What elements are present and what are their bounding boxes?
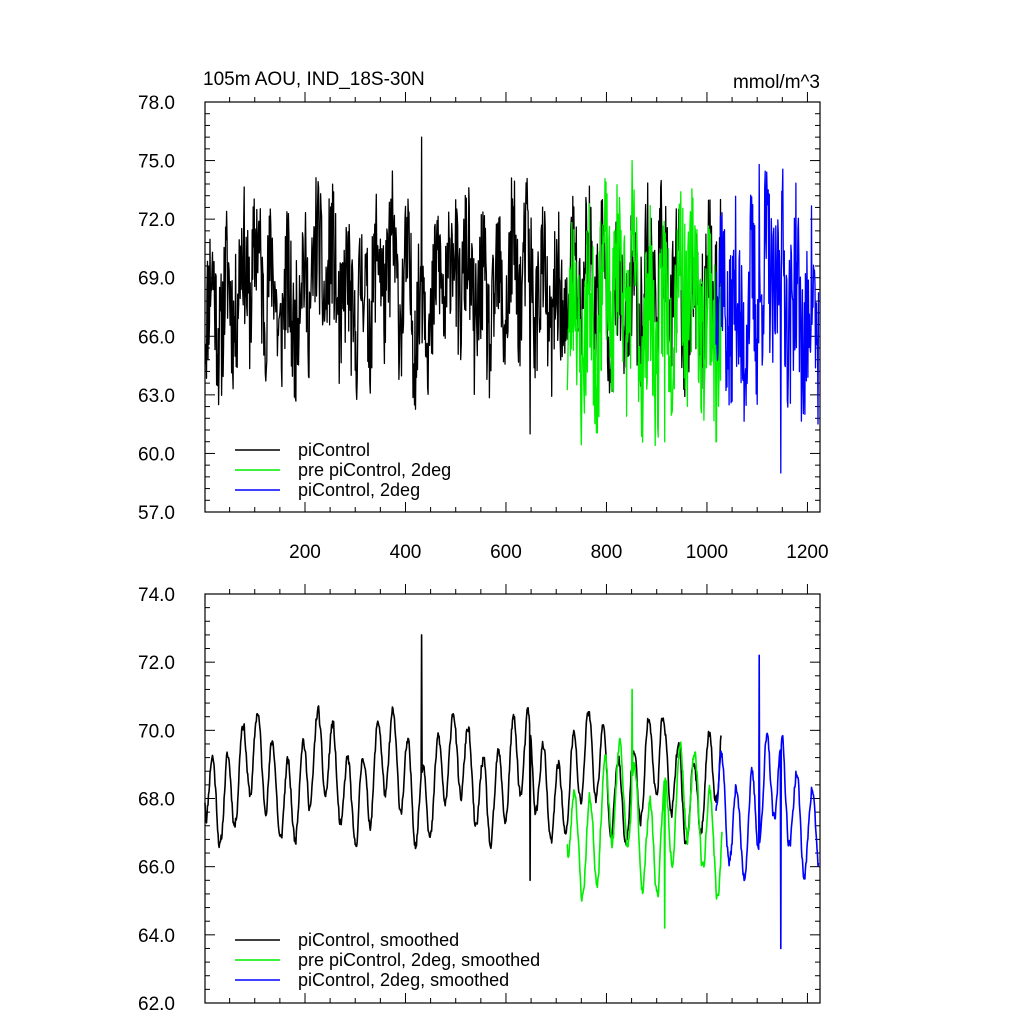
plot-frame xyxy=(204,101,821,513)
legend-label: pre piControl, 2deg xyxy=(298,460,451,480)
y-tick-label: 57.0 xyxy=(138,503,175,524)
y-tick-label: 69.0 xyxy=(138,269,175,290)
y-tick-label: 72.0 xyxy=(138,210,175,231)
y-tick-label: 70.0 xyxy=(138,721,175,742)
y-tick-label: 64.0 xyxy=(138,926,175,947)
legend-label: pre piControl, 2deg, smoothed xyxy=(298,950,540,970)
series-line-1 xyxy=(566,688,723,929)
series-line-2 xyxy=(715,163,820,474)
top-panel-units: mmol/m^3 xyxy=(733,72,820,93)
x-tick-label: 200 xyxy=(289,542,321,563)
y-tick-label: 74.0 xyxy=(138,585,175,606)
y-tick-label: 66.0 xyxy=(138,858,175,879)
bottom-panel: 62.0 64.0 66.0 68.0 70.0 72.0 74.0 piControl, s… xyxy=(138,584,821,1015)
x-tick-label: 600 xyxy=(490,542,522,563)
y-tick-label: 63.0 xyxy=(138,386,175,407)
legend-label: piControl, 2deg xyxy=(298,480,420,500)
y-tick-label: 66.0 xyxy=(138,327,175,348)
top-panel-title: 105m AOU, IND_18S-30N xyxy=(203,69,425,90)
y-tick-label: 75.0 xyxy=(138,152,175,173)
legend-label: piControl, 2deg, smoothed xyxy=(298,970,509,990)
x-tick-label: 400 xyxy=(390,542,422,563)
y-tick-label: 72.0 xyxy=(138,653,175,674)
y-tick-label: 62.0 xyxy=(138,994,175,1015)
x-tick-label: 1000 xyxy=(686,542,728,563)
y-tick-label: 78.0 xyxy=(138,93,175,114)
series-line-1 xyxy=(566,159,723,447)
series-line-0 xyxy=(204,634,722,882)
y-tick-label: 68.0 xyxy=(138,790,175,811)
legend-label: piControl, smoothed xyxy=(298,930,459,950)
top-panel: 57.0 60.0 63.0 66.0 69.0 72.0 75.0 78.0 200 400 60… xyxy=(138,92,829,563)
legend-label: piControl xyxy=(298,440,370,460)
x-tick-label: 1200 xyxy=(786,542,828,563)
x-tick-label: 800 xyxy=(591,542,623,563)
y-tick-label: 60.0 xyxy=(138,444,175,465)
series-line-2 xyxy=(715,654,820,950)
